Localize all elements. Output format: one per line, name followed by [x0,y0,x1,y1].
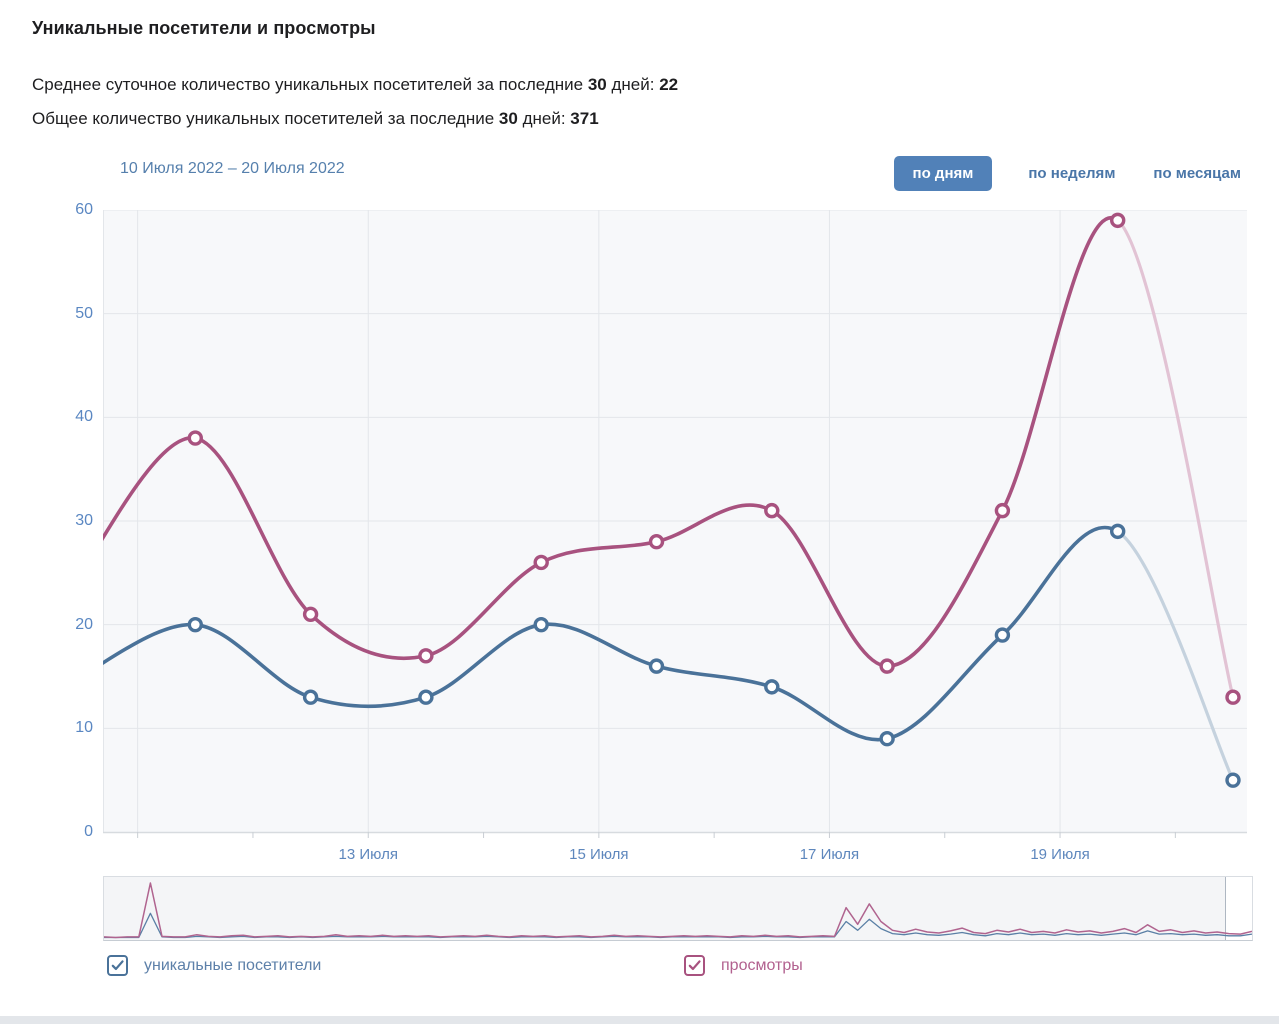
x-tick-15: 15 Июля [569,846,629,863]
minimap-unselected-shade[interactable] [104,877,1226,940]
point-12-views[interactable] [302,606,319,622]
point-12-visitors[interactable] [302,689,319,705]
point-19-views[interactable] [1110,212,1126,229]
point-15-visitors[interactable] [648,658,665,674]
granularity-tabs: по дням по неделям по месяцам [893,156,1243,191]
point-18-visitors[interactable] [994,627,1011,643]
point-14-views[interactable] [533,554,549,571]
point-13-views[interactable] [418,648,434,664]
point-17-visitors[interactable] [879,731,895,747]
y-tick-30: 30 [75,512,93,529]
x-tick-13: 13 Июля [338,846,398,863]
check-icon [688,960,701,971]
timeline-minimap[interactable] [103,876,1253,941]
point-14-visitors[interactable] [533,616,549,633]
point-20-views[interactable] [1225,689,1241,705]
legend-label-views: просмотры [721,956,803,974]
y-tick-50: 50 [75,304,93,322]
legend-item-unique-visitors[interactable]: уникальные посетители [107,955,321,976]
point-15-views[interactable] [648,534,665,550]
tab-по-неделям[interactable]: по неделям [1028,165,1116,182]
check-icon [111,960,124,971]
y-tick-10: 10 [75,719,93,737]
y-tick-20: 20 [75,615,93,633]
legend-item-views[interactable]: просмотры [684,955,803,976]
main-line-chart[interactable] [103,210,1247,840]
minimap-sparkline [104,882,1252,939]
point-16-views[interactable] [764,502,780,519]
y-tick-0: 0 [84,823,93,840]
point-11-visitors[interactable] [187,616,204,633]
legend-label-unique-visitors: уникальные посетители [144,956,322,974]
checkbox-views[interactable] [684,955,705,976]
point-17-views[interactable] [879,658,895,674]
point-19-visitors[interactable] [1110,523,1126,540]
point-16-visitors[interactable] [764,679,780,695]
tab-по-дням[interactable]: по дням [893,156,993,191]
summary-total-visitors: Общее количество уникальных посетителей … [32,109,599,128]
y-tick-60: 60 [75,201,93,218]
date-range-selector[interactable]: 10 Июля 2022 – 20 Июля 2022 [120,160,345,177]
page-title: Уникальные посетители и просмотры [32,18,376,38]
checkbox-unique-visitors[interactable] [107,955,128,976]
series-unique-visitors [103,523,1241,788]
x-tick-19: 19 Июля [1030,846,1090,863]
y-tick-40: 40 [75,408,93,426]
point-20-visitors[interactable] [1225,772,1241,788]
x-tick-17: 17 Июля [799,846,860,863]
point-18-views[interactable] [994,502,1011,519]
point-13-visitors[interactable] [418,689,434,705]
tab-по-месяцам[interactable]: по месяцам [1153,165,1241,182]
page-footer-band [0,1016,1279,1024]
point-11-views[interactable] [187,430,204,446]
series-views [103,212,1241,705]
summary-avg-daily-visitors: Среднее суточное количество уникальных п… [32,75,679,94]
